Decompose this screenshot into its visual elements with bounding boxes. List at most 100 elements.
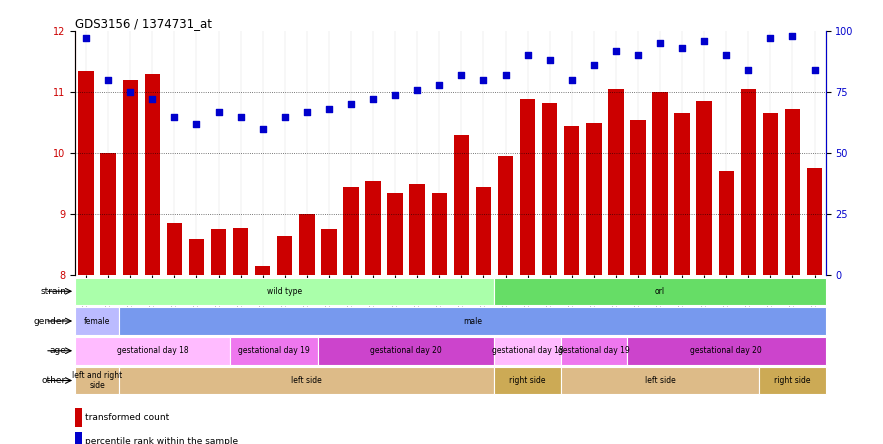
Point xyxy=(322,106,336,113)
Point xyxy=(433,81,447,88)
Point xyxy=(278,113,292,120)
Bar xyxy=(410,184,425,275)
Text: other: other xyxy=(42,376,66,385)
Bar xyxy=(697,101,712,275)
Bar xyxy=(366,181,381,275)
Bar xyxy=(75,278,494,305)
Bar xyxy=(75,337,230,365)
Text: male: male xyxy=(463,317,482,325)
Bar xyxy=(807,168,822,275)
Bar xyxy=(119,367,494,394)
Bar xyxy=(653,92,668,275)
Bar xyxy=(233,228,248,275)
Bar xyxy=(277,236,292,275)
Bar xyxy=(388,193,403,275)
Text: female: female xyxy=(84,317,110,325)
Text: gestational day 19: gestational day 19 xyxy=(238,346,310,355)
Point xyxy=(675,45,690,52)
Point xyxy=(499,71,513,79)
Bar xyxy=(230,337,318,365)
Point xyxy=(586,62,600,69)
Bar xyxy=(145,74,160,275)
Bar xyxy=(167,223,182,275)
Bar xyxy=(189,239,204,275)
Bar xyxy=(321,230,336,275)
Point xyxy=(653,40,668,47)
Bar xyxy=(561,337,627,365)
Point xyxy=(190,120,204,127)
Bar xyxy=(627,337,826,365)
Bar xyxy=(494,337,561,365)
Bar xyxy=(675,114,690,275)
Bar xyxy=(741,89,756,275)
Bar xyxy=(785,109,800,275)
Text: percentile rank within the sample: percentile rank within the sample xyxy=(86,437,238,444)
Bar xyxy=(561,367,759,394)
Bar xyxy=(75,367,119,394)
Text: gestational day 20: gestational day 20 xyxy=(691,346,762,355)
Bar xyxy=(630,119,645,275)
Point xyxy=(742,67,756,74)
Bar xyxy=(498,156,513,275)
Point xyxy=(79,35,94,42)
Point xyxy=(146,96,160,103)
Point xyxy=(168,113,182,120)
Point xyxy=(521,52,535,59)
Text: gestational day 18: gestational day 18 xyxy=(117,346,188,355)
Text: gestational day 19: gestational day 19 xyxy=(558,346,630,355)
Point xyxy=(411,86,425,93)
Point xyxy=(344,101,358,108)
Text: right side: right side xyxy=(774,376,811,385)
Point xyxy=(124,89,138,96)
Bar xyxy=(542,103,557,275)
Point xyxy=(455,71,469,79)
Bar xyxy=(75,307,119,335)
Bar xyxy=(520,99,535,275)
Bar xyxy=(476,187,491,275)
Point xyxy=(630,52,645,59)
Text: gestational day 20: gestational day 20 xyxy=(370,346,442,355)
Bar xyxy=(608,89,623,275)
Point xyxy=(102,76,116,83)
Point xyxy=(808,67,822,74)
Point xyxy=(234,113,248,120)
Text: left side: left side xyxy=(645,376,675,385)
Bar xyxy=(454,135,469,275)
Bar xyxy=(75,432,82,444)
Bar xyxy=(586,123,601,275)
Bar xyxy=(343,187,358,275)
Bar xyxy=(123,80,138,275)
Point xyxy=(698,37,712,44)
Bar xyxy=(494,367,561,394)
Bar xyxy=(564,126,579,275)
Bar xyxy=(759,367,826,394)
Bar xyxy=(494,278,826,305)
Text: right side: right side xyxy=(509,376,546,385)
Point xyxy=(609,47,623,54)
Bar xyxy=(719,171,734,275)
Point xyxy=(719,52,733,59)
Text: transformed count: transformed count xyxy=(86,413,170,422)
Bar xyxy=(101,153,116,275)
Text: left side: left side xyxy=(291,376,322,385)
Point xyxy=(542,57,557,64)
Point xyxy=(212,108,226,115)
Point xyxy=(763,35,778,42)
Bar xyxy=(255,266,270,275)
Point xyxy=(786,32,800,40)
Point xyxy=(565,76,579,83)
Point xyxy=(389,91,403,98)
Bar xyxy=(763,114,778,275)
Bar xyxy=(318,337,494,365)
Text: strain: strain xyxy=(41,287,66,296)
Text: orl: orl xyxy=(655,287,665,296)
Bar xyxy=(79,71,94,275)
Text: left and right
side: left and right side xyxy=(72,371,122,390)
Point xyxy=(300,108,314,115)
Point xyxy=(366,96,381,103)
Text: gender: gender xyxy=(34,317,66,325)
Text: wild type: wild type xyxy=(268,287,302,296)
Bar xyxy=(299,214,314,275)
Point xyxy=(256,125,270,132)
Text: gestational day 18: gestational day 18 xyxy=(492,346,563,355)
